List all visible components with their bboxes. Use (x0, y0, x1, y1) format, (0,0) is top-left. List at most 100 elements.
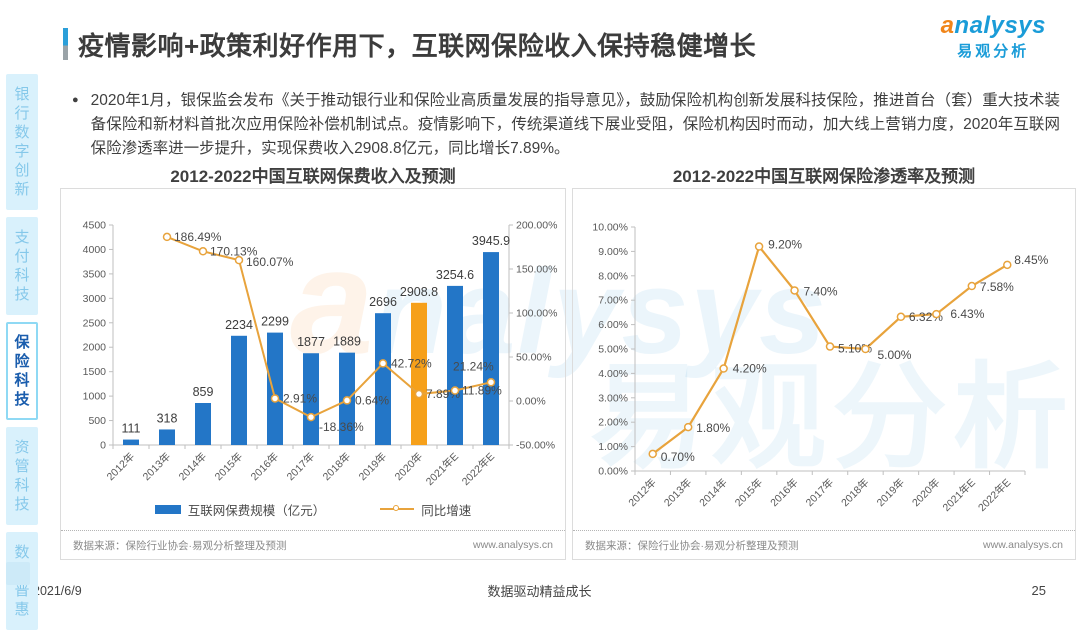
y-axis-tick-label: 1.00% (598, 441, 628, 453)
line-value-label: -18.36% (319, 420, 364, 434)
premium-income-chart-panel: 0 500 1000 1500 2000 2500 3000 3500 4000 4500 -50.… (60, 188, 566, 560)
line-value-label: 9.20% (768, 238, 802, 252)
charts-area: 2012-2022中国互联网保费收入及预测 0 500 1000 1500 2000 25… (60, 162, 1076, 560)
legend-item-line: 同比增速 (380, 500, 471, 519)
y-axis-right-tick-label: 0.00% (516, 396, 546, 408)
penetration-chart-section: 2012-2022中国互联网保险渗透率及预测 0.00% 1.00% 2.00% 3.… (572, 162, 1076, 560)
bar-value-label: 859 (193, 385, 214, 399)
x-axis-label: 2020年 (392, 450, 425, 483)
data-point-marker (270, 394, 280, 403)
data-point-marker (790, 286, 799, 295)
legend-label-line: 同比增速 (421, 503, 472, 518)
growth-line-group: 186.49%170.13%160.07% 2.91% -18.36% 0.64% 42… (162, 230, 502, 434)
line-value-label: 7.58% (980, 280, 1014, 294)
bar (303, 353, 319, 445)
line-value-label: 7.40% (804, 284, 838, 298)
data-point-marker (198, 247, 208, 256)
data-point-marker (967, 281, 977, 291)
line-value-label: 0.64% (355, 393, 389, 407)
legend: 互联网保费规模（亿元） 同比增速 (61, 497, 565, 521)
y-axis-tick-label: 10.00% (592, 222, 628, 234)
y-axis-left-tick-label: 4000 (83, 244, 107, 256)
y-axis-right-tick-label: 100.00% (516, 308, 557, 320)
source-url-left: www.analysys.cn (473, 539, 553, 551)
data-point-marker (234, 255, 244, 265)
x-axis-label: 2022年E (459, 450, 497, 488)
sidebar-item-bank-digital[interactable]: 银行数字创新 (6, 74, 38, 210)
x-axis-label: 2014年 (176, 450, 209, 483)
bar-value-label: 111 (121, 422, 140, 436)
data-point-marker (825, 342, 835, 351)
premium-income-chart-section: 2012-2022中国互联网保费收入及预测 0 500 1000 1500 2000 25… (60, 162, 566, 560)
sidebar-item-insurance-tech[interactable]: 保险科技 (6, 322, 38, 420)
bar (159, 429, 175, 445)
sidebar-item-payment-tech[interactable]: 支付科技 (6, 217, 38, 315)
x-axis-label: 2013年 (661, 476, 694, 509)
y-axis-tick-label: 5.00% (598, 344, 628, 356)
y-axis-right-tick-label: 150.00% (516, 264, 557, 276)
bar-value-label: 2234 (225, 318, 253, 332)
y-axis-right-tick-label: 200.00% (516, 220, 557, 232)
x-axis-label: 2018年 (838, 476, 871, 509)
x-axis-label: 2012年 (104, 450, 137, 483)
x-axis-label: 2012年 (626, 476, 659, 509)
sidebar: 银行数字创新 支付科技 保险科技 资管科技 数字普惠 (6, 74, 38, 630)
logo-wordmark-cn: 易观分析 (957, 43, 1030, 60)
x-axis-label: 2019年 (356, 450, 389, 483)
bar (411, 302, 427, 445)
footer-page-number: 25 (1031, 583, 1046, 598)
y-axis-tick-label: 8.00% (598, 270, 628, 282)
y-axis-left-tick-label: 3500 (83, 268, 107, 280)
growth-line (166, 235, 492, 419)
y-axis-left-tick-label: 1500 (83, 366, 107, 378)
line-value-label: 170.13% (210, 244, 258, 258)
line-value-label: 8.45% (1014, 253, 1048, 267)
bar (231, 335, 247, 445)
y-axis-tick-label: 7.00% (598, 295, 628, 307)
legend-label-bars: 互联网保费规模（亿元） (187, 503, 326, 518)
line-value-label: 0.70% (661, 450, 695, 464)
bullet-icon: ● (72, 94, 79, 106)
data-point-marker (486, 378, 496, 387)
bar (195, 403, 211, 445)
x-axis-label: 2015年 (732, 476, 765, 509)
line-swatch-icon (380, 505, 415, 511)
x-axis-label: 2018年 (320, 450, 353, 483)
source-url-right: www.analysys.cn (983, 539, 1063, 551)
line-value-label: 6.43% (950, 307, 984, 321)
line-value-label: 42.72% (391, 356, 432, 370)
data-point-marker (414, 389, 424, 399)
logo-wordmark: analysys (940, 12, 1046, 39)
chart-title-left: 2012-2022中国互联网保费收入及预测 (170, 167, 456, 186)
title-accent-bar (63, 28, 68, 60)
axes-group: 0.00% 1.00% 2.00% 3.00% 4.00% 5.00% 6.00% 7.00%… (592, 222, 1026, 478)
x-axis-label: 2016年 (768, 476, 801, 509)
y-axis-left-tick-label: 4500 (83, 220, 107, 232)
bar (267, 332, 283, 445)
penetration-chart-panel: 0.00% 1.00% 2.00% 3.00% 4.00% 5.00% 6.00% 7.00%… (572, 188, 1076, 560)
summary-paragraph: ● 2020年1月，银保监会发布《关于推动银行业和保险业高质量发展的指导意见》，… (72, 89, 1060, 161)
data-point-marker (683, 422, 693, 432)
bar-value-label: 2908.8 (400, 285, 438, 299)
bar-value-label: 3945.9 (472, 234, 510, 248)
brand-logo: analysys 易观分析 (941, 12, 1046, 61)
premium-income-chart: 0 500 1000 1500 2000 2500 3000 3500 4000 4500 -50.… (83, 220, 558, 489)
summary-text: 2020年1月，银保监会发布《关于推动银行业和保险业高质量发展的指导意见》，鼓励… (90, 92, 1060, 157)
y-axis-left-tick-label: 1000 (83, 391, 107, 403)
line-value-label: 11.89% (462, 384, 502, 398)
y-axis-tick-label: 4.00% (598, 368, 628, 380)
x-axis-label: 2017年 (284, 450, 317, 483)
data-point-marker (648, 449, 657, 459)
data-point-marker (754, 242, 764, 251)
header: 疫情影响+政策利好作用下，互联网保险收入保持稳健增长 (63, 26, 943, 63)
y-axis-left-tick-label: 2000 (83, 342, 107, 354)
y-axis-tick-label: 6.00% (598, 319, 628, 331)
bar-value-label: 2696 (369, 295, 397, 309)
line-value-label: 2.91% (283, 391, 317, 405)
page-title: 疫情影响+政策利好作用下，互联网保险收入保持稳健增长 (78, 31, 757, 61)
x-axis-label: 2016年 (248, 450, 281, 483)
data-source-right: 数据来源：保险行业协会·易观分析整理及预测 (585, 539, 799, 552)
sidebar-item-asset-mgmt-tech[interactable]: 资管科技 (6, 427, 38, 525)
footer: 2021/6/9 数据驱动精益成长 25 (0, 581, 1080, 600)
